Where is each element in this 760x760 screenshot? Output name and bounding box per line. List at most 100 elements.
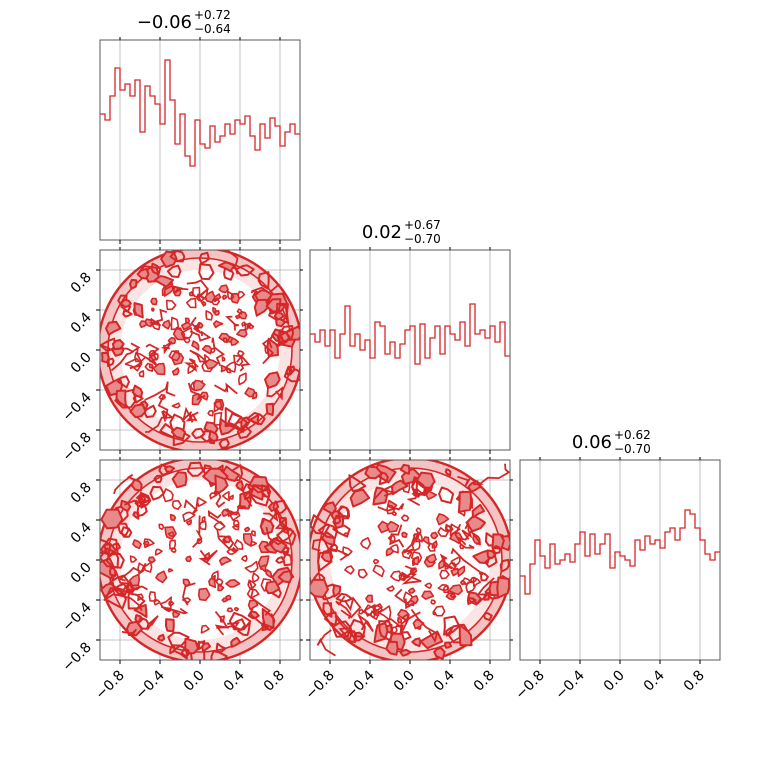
- contour-blob: [218, 284, 229, 294]
- contour-blob: [221, 597, 229, 603]
- contour-blob: [165, 618, 175, 633]
- contour-line: [207, 509, 225, 527]
- y-tick-label: −0.8: [59, 430, 94, 465]
- contour-blob: [117, 522, 130, 537]
- contour-blob: [169, 539, 177, 550]
- x-tick-label: 0.0: [391, 668, 418, 695]
- title-lower-error: −0.70: [404, 232, 441, 246]
- contour-core: [120, 480, 280, 640]
- contour-line: [454, 523, 475, 549]
- contour-blob: [169, 513, 177, 522]
- contour-line: [145, 409, 175, 433]
- contour-blob: [153, 474, 163, 484]
- x-tick-label: 0.8: [261, 668, 288, 695]
- title-upper-error: +0.62: [614, 428, 651, 442]
- contour-blob: [443, 615, 461, 636]
- contour-blob: [424, 582, 433, 589]
- contour-blob: [124, 357, 143, 372]
- contour-line: [183, 358, 199, 372]
- x-tick-label: −0.4: [342, 667, 377, 702]
- contour-blob: [333, 516, 342, 525]
- contour-blob: [415, 532, 423, 543]
- contour-blob: [137, 494, 147, 503]
- contour-blob: [472, 576, 482, 588]
- contour-blob: [192, 379, 206, 392]
- contour-blob: [241, 555, 248, 562]
- contour-blob: [213, 521, 226, 531]
- contour-blob: [246, 588, 260, 599]
- contour-blob: [277, 570, 293, 584]
- contour-blob: [171, 500, 182, 510]
- contour-line: [211, 337, 226, 367]
- contour-blob: [389, 544, 399, 554]
- contour-blob: [236, 308, 243, 315]
- y-tick-label: 0.0: [68, 560, 95, 587]
- contour-blob: [283, 365, 300, 383]
- contour-blob: [259, 564, 267, 573]
- y-tick-label: −0.4: [59, 389, 94, 424]
- contour-blob: [252, 391, 258, 400]
- contour-blob: [191, 427, 206, 440]
- contour-blob: [244, 560, 259, 573]
- contour-blob: [208, 574, 217, 589]
- contour-blob: [217, 584, 225, 592]
- contour-blob: [432, 611, 437, 616]
- contour-line: [340, 596, 362, 619]
- contour-blob: [430, 531, 439, 540]
- contour-blob: [310, 578, 329, 599]
- contour-blob: [233, 519, 240, 528]
- contour-blob: [449, 592, 456, 599]
- contour-line: [224, 504, 246, 516]
- contour-blob: [222, 337, 228, 343]
- contour-blob: [343, 532, 349, 538]
- contour-blob: [130, 478, 143, 492]
- contour-blob: [491, 533, 505, 550]
- contour-2-1: [310, 460, 510, 660]
- x-tick-label: −0.4: [552, 667, 587, 702]
- contour-line: [372, 485, 398, 501]
- contour-blob: [116, 375, 130, 389]
- contour-blob: [148, 591, 157, 602]
- contour-blob: [205, 310, 213, 321]
- x-tick-label: 0.4: [221, 667, 248, 694]
- contour-blob: [430, 599, 436, 605]
- x-tick-label: 0.4: [431, 667, 458, 694]
- contour-blob: [264, 580, 281, 595]
- contour-blob: [322, 602, 333, 618]
- contour-blob: [187, 364, 196, 374]
- contour-blob: [133, 603, 148, 618]
- contour-blob: [226, 290, 235, 300]
- contour-blob: [167, 568, 174, 573]
- contour-line: [192, 515, 203, 548]
- contour-blob: [185, 519, 192, 526]
- contour-blob: [385, 640, 399, 656]
- panel-grid-1-1: [329, 250, 491, 450]
- contour-blob: [147, 556, 156, 564]
- contour-blob: [458, 623, 473, 647]
- contour-blob: [357, 568, 368, 579]
- contour-blob: [212, 320, 224, 329]
- contour-blob: [151, 321, 161, 331]
- contour-blob: [244, 526, 251, 533]
- contour-blob: [188, 290, 194, 297]
- contour-blob: [480, 571, 489, 582]
- contour-blob: [233, 539, 244, 550]
- param-title-0: −0.06 +0.72−0.64: [137, 8, 231, 36]
- contour-blob: [180, 327, 193, 341]
- contour-blob: [220, 364, 228, 373]
- contour-blob: [438, 486, 455, 504]
- contour-blob: [198, 251, 210, 265]
- contour-line: [118, 562, 147, 582]
- contour-blob: [158, 394, 166, 401]
- contour-blob: [399, 648, 412, 657]
- contour-blob: [115, 389, 127, 408]
- contour-blob: [241, 321, 246, 327]
- contour-blob: [182, 511, 196, 523]
- contour-blob: [372, 486, 389, 506]
- contour-blob: [170, 426, 186, 440]
- contour-blob: [439, 569, 450, 580]
- contour-line: [394, 588, 412, 610]
- contour-blob: [285, 367, 294, 376]
- histogram-step-line-1: [310, 303, 510, 365]
- contour-line: [183, 498, 199, 515]
